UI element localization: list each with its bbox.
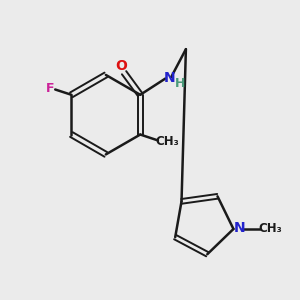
Text: CH₃: CH₃: [155, 135, 179, 148]
Text: N: N: [234, 221, 246, 236]
Text: O: O: [115, 59, 127, 73]
Text: CH₃: CH₃: [258, 223, 282, 236]
Text: F: F: [46, 82, 54, 95]
Text: H: H: [175, 76, 185, 89]
Text: N: N: [164, 71, 175, 85]
